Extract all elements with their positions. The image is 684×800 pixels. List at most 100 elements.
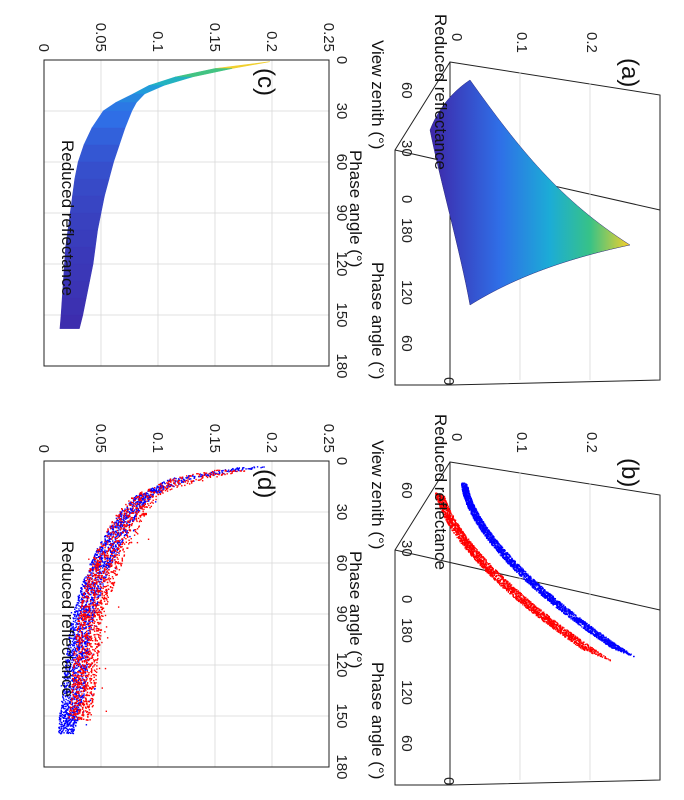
panel-b-point [552, 604, 554, 606]
panel-b-point [468, 551, 470, 553]
panel-b-point [574, 635, 577, 637]
panel-b-point [490, 533, 492, 535]
panel-b-point [568, 636, 570, 638]
panel-b-point [520, 594, 522, 597]
panel-b-point [564, 608, 567, 610]
panel-b-point [595, 631, 597, 633]
panel-b-point [547, 616, 550, 618]
panel-b-point [536, 590, 538, 592]
panel-b-point [539, 608, 541, 610]
panel-c-xtick-label: 180 [333, 353, 350, 378]
panel-b-point [503, 578, 505, 581]
panel-b-point [579, 620, 581, 623]
panel-b-point [552, 600, 554, 602]
panel-a-pa-tick-2: 60 [398, 335, 415, 352]
panel-b-point [495, 572, 498, 574]
panel-d-point [68, 651, 70, 653]
panel-d-point [116, 519, 118, 522]
panel-b-point [523, 577, 525, 580]
panel-b-point [480, 523, 483, 526]
panel-b-point [505, 561, 507, 563]
panel-b-point [583, 649, 586, 651]
panel-b-point [472, 502, 474, 504]
panel-b-point [606, 639, 609, 642]
panel-b-point [609, 660, 611, 662]
panel-b-point [486, 570, 488, 572]
panel-b-point [442, 502, 444, 504]
panel-b-point [464, 537, 466, 539]
panel-b-point [530, 582, 532, 584]
panel-b-point [474, 557, 476, 559]
panel-b-point [471, 553, 473, 555]
panel-b-point [479, 516, 482, 519]
panel-b-point [619, 647, 622, 649]
panel-b-point [521, 598, 523, 601]
panel-b-point [449, 519, 452, 521]
panel-b-point [506, 589, 508, 592]
panel-b-point [455, 524, 458, 526]
panel-b-point [541, 594, 543, 596]
panel-b-point [483, 567, 485, 569]
panel-b-point [578, 646, 580, 648]
panel-b-point [463, 544, 465, 547]
panel-b-point [483, 529, 485, 531]
panel-b-point [458, 525, 460, 527]
panel-b-point [499, 552, 502, 554]
panel-b-point [442, 510, 444, 512]
panel-b-point [454, 519, 457, 521]
panel-d-point [221, 471, 223, 474]
panel-b-point [568, 635, 570, 637]
panel-b-point [606, 641, 608, 643]
panel-c-band-segment [60, 297, 87, 316]
panel-b-point [572, 638, 575, 641]
panel-b-point [573, 620, 575, 622]
panel-b-point [513, 564, 515, 567]
panel-b-point [507, 557, 509, 560]
panel-b-point [454, 522, 456, 524]
panel-b-point [539, 616, 542, 618]
panel-b-point [481, 520, 483, 522]
panel-b-point [553, 624, 555, 626]
panel-d-point [117, 541, 119, 543]
panel-b-point [502, 550, 504, 552]
panel-b-point [478, 514, 480, 516]
panel-b-point [466, 486, 468, 489]
panel-b-point [493, 542, 495, 544]
panel-b-point [465, 535, 467, 537]
panel-b-point [542, 596, 545, 598]
panel-c-xtick-label: 90 [333, 205, 350, 222]
panel-b-point [457, 529, 459, 532]
panel-b-point [440, 496, 442, 498]
panel-b-point [509, 556, 511, 558]
panel-b-point [467, 488, 469, 491]
panel-b-point [603, 638, 606, 640]
panel-b-point [455, 528, 458, 530]
panel-b-point [553, 627, 556, 629]
panel-b-point [478, 519, 480, 521]
panel-b-point [535, 614, 538, 617]
panel-b-point [588, 624, 590, 626]
panel-b-point [467, 495, 470, 497]
panel-b-point [474, 550, 476, 553]
panel-b-point [583, 623, 585, 626]
panel-b-point [485, 535, 487, 538]
panel-b-point [523, 602, 525, 605]
panel-b-point [526, 579, 528, 581]
panel-b-point [515, 592, 517, 594]
panel-b-point [437, 495, 440, 497]
panel-b-point [565, 613, 567, 615]
panel-b-point [560, 632, 563, 634]
panel-b-point [480, 519, 482, 521]
panel-b-point [513, 560, 515, 562]
panel-b-point [593, 651, 595, 653]
panel-b-point [526, 574, 528, 577]
panel-b-point [515, 594, 517, 597]
panel-b-point [524, 601, 526, 604]
panel-b-point [515, 565, 517, 567]
panel-b-point [528, 583, 530, 585]
panel-b-point [535, 585, 537, 587]
panel-b-point [488, 537, 491, 539]
panel-b-point [475, 522, 477, 524]
panel-b-point [502, 585, 504, 587]
panel-b-point [613, 647, 616, 649]
